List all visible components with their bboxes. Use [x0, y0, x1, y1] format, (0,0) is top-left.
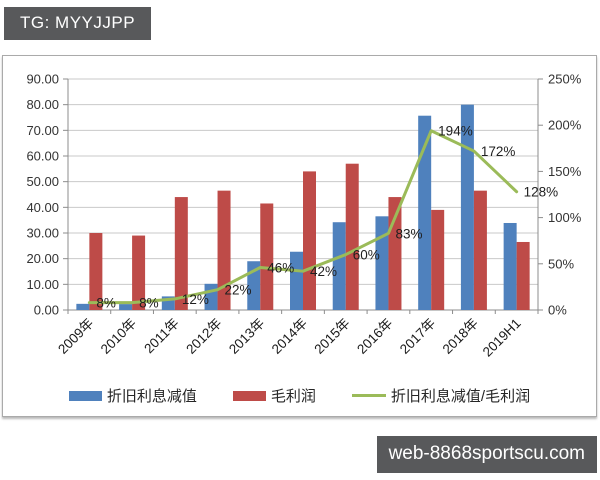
- svg-text:42%: 42%: [310, 264, 337, 279]
- combo-chart: 8% 8% 12% 22% 46% 42% 60% 83% 194% 172% 128% 90.00 8…: [26, 72, 582, 360]
- svg-text:2009年: 2009年: [55, 316, 96, 357]
- svg-text:2011年: 2011年: [141, 316, 182, 357]
- svg-text:0%: 0%: [548, 303, 567, 318]
- svg-text:2018年: 2018年: [440, 316, 481, 357]
- right-axis-labels: 250% 200% 150% 100% 50% 0%: [548, 72, 582, 318]
- svg-text:100%: 100%: [548, 210, 582, 225]
- svg-text:2015年: 2015年: [311, 316, 352, 357]
- svg-text:50.00: 50.00: [26, 174, 59, 189]
- telegram-handle-badge: TG: MYYJJPP: [4, 7, 152, 40]
- ratio-line: [87, 129, 519, 305]
- svg-text:83%: 83%: [395, 226, 422, 241]
- svg-text:20.00: 20.00: [26, 251, 59, 266]
- svg-text:2014年: 2014年: [269, 316, 310, 357]
- svg-text:128%: 128%: [524, 185, 559, 200]
- legend-label-ratio: 折旧利息减值/毛利润: [390, 388, 531, 405]
- svg-text:22%: 22%: [225, 283, 252, 298]
- ratio-point-labels: 8% 8% 12% 22% 46% 42% 60% 83% 194% 172% 128%: [96, 124, 558, 311]
- legend-line-green-icon: [351, 394, 386, 397]
- svg-text:8%: 8%: [139, 296, 159, 311]
- svg-text:60.00: 60.00: [26, 149, 59, 164]
- svg-text:2019H1: 2019H1: [480, 316, 524, 360]
- svg-text:2016年: 2016年: [354, 316, 395, 357]
- watermark-badge: web-8868sportscu.com: [376, 436, 597, 473]
- svg-text:250%: 250%: [548, 72, 582, 87]
- chart-legend: 折旧利息减值 毛利润 折旧利息减值/毛利润: [3, 385, 596, 406]
- svg-text:2013年: 2013年: [226, 316, 267, 357]
- chart-card: 8% 8% 12% 22% 46% 42% 60% 83% 194% 172% 128% 90.00 8…: [2, 55, 597, 417]
- svg-text:200%: 200%: [548, 118, 582, 133]
- svg-text:8%: 8%: [96, 296, 116, 311]
- svg-text:0.00: 0.00: [34, 303, 59, 318]
- svg-text:2010年: 2010年: [98, 316, 139, 357]
- svg-text:172%: 172%: [481, 144, 516, 159]
- legend-label-depreciation: 折旧利息减值: [106, 388, 197, 405]
- legend-item-gross-profit: 毛利润: [232, 385, 316, 406]
- svg-text:2012年: 2012年: [183, 316, 224, 357]
- svg-text:30.00: 30.00: [26, 226, 59, 241]
- svg-text:80.00: 80.00: [26, 97, 59, 112]
- svg-text:90.00: 90.00: [26, 72, 59, 87]
- legend-item-ratio: 折旧利息减值/毛利润: [351, 385, 531, 406]
- svg-text:150%: 150%: [548, 164, 582, 179]
- left-axis-labels: 90.00 80.00 70.00 60.00 50.00 40.00 30.00 20.00…: [26, 72, 59, 318]
- svg-text:50%: 50%: [548, 256, 574, 271]
- svg-text:2017年: 2017年: [397, 316, 438, 357]
- svg-text:46%: 46%: [267, 260, 294, 275]
- legend-swatch-blue: [68, 390, 102, 401]
- svg-text:10.00: 10.00: [26, 277, 59, 292]
- svg-text:70.00: 70.00: [26, 123, 59, 138]
- svg-text:12%: 12%: [182, 292, 209, 307]
- svg-text:60%: 60%: [353, 248, 380, 263]
- legend-item-depreciation: 折旧利息减值: [68, 385, 197, 406]
- svg-text:194%: 194%: [438, 124, 473, 139]
- x-axis-labels: 2009年 2010年 2011年 2012年 2013年 2014年 2015年 2016年…: [55, 316, 524, 360]
- legend-swatch-red: [232, 390, 266, 401]
- svg-text:40.00: 40.00: [26, 200, 59, 215]
- legend-label-gross-profit: 毛利润: [270, 388, 316, 405]
